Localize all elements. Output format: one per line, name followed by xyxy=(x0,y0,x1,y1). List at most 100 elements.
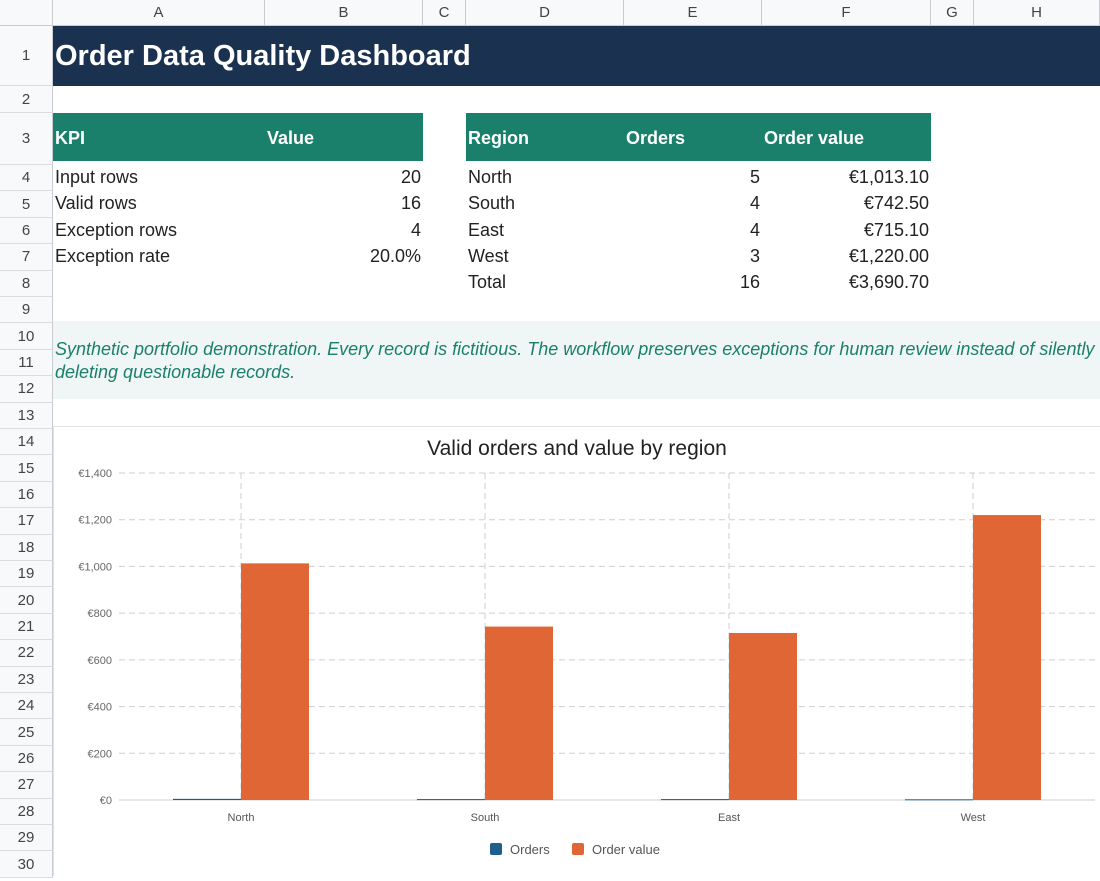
row-header-21[interactable]: 21 xyxy=(0,613,53,641)
y-tick-label: €0 xyxy=(100,795,112,807)
x-tick-label: South xyxy=(471,812,500,824)
region-name[interactable]: East xyxy=(468,220,505,240)
column-header-c[interactable]: C xyxy=(423,0,466,26)
row-header-27[interactable]: 27 xyxy=(0,772,53,799)
column-header-d[interactable]: D xyxy=(466,0,624,26)
chart-canvas: Valid orders and value by region €0 €200 €4… xyxy=(78,437,1095,857)
region-orders[interactable]: 4 xyxy=(749,193,760,213)
kpi-label[interactable]: Exception rows xyxy=(55,220,178,240)
column-header-a[interactable]: A xyxy=(53,0,265,26)
kpi-label[interactable]: Input rows xyxy=(55,167,139,187)
row-header-13[interactable]: 13 xyxy=(0,402,53,429)
bar-order-value xyxy=(241,563,309,800)
y-tick-label: €1,000 xyxy=(78,561,112,573)
legend-swatch-orders xyxy=(490,843,502,855)
row-header-25[interactable]: 25 xyxy=(0,719,53,746)
x-tick-label: West xyxy=(961,812,986,824)
region-order-value[interactable]: €1,013.10 xyxy=(848,167,929,187)
column-header-h[interactable]: H xyxy=(974,0,1100,26)
legend-label-orders: Orders xyxy=(510,842,550,857)
kpi-header-value: Value xyxy=(267,128,315,148)
y-tick-label: €1,200 xyxy=(78,515,112,527)
region-order-value[interactable]: €715.10 xyxy=(863,220,929,240)
row-header-15[interactable]: 15 xyxy=(0,455,53,482)
row-header-5[interactable]: 5 xyxy=(0,191,53,218)
kpi-value[interactable]: 16 xyxy=(400,193,421,213)
region-order-value[interactable]: €1,220.00 xyxy=(848,246,929,266)
row-header-8[interactable]: 8 xyxy=(0,270,53,297)
region-table-header: Region Orders Order value xyxy=(466,113,931,161)
y-tick-label: €600 xyxy=(88,655,112,667)
row-header-12[interactable]: 12 xyxy=(0,376,53,403)
legend-label-order-value: Order value xyxy=(592,842,660,857)
column-header-g[interactable]: G xyxy=(931,0,974,26)
row-header-20[interactable]: 20 xyxy=(0,587,53,614)
dashboard-title: Order Data Quality Dashboard xyxy=(55,40,471,72)
row-header-1[interactable]: 1 xyxy=(0,26,53,86)
kpi-label[interactable]: Exception rate xyxy=(55,246,171,266)
region-header-region: Region xyxy=(468,128,529,148)
row-header-29[interactable]: 29 xyxy=(0,825,53,852)
region-order-value[interactable]: €742.50 xyxy=(863,193,929,213)
row-header-3[interactable]: 3 xyxy=(0,113,53,165)
bar-orders xyxy=(173,798,241,800)
kpi-value[interactable]: 20 xyxy=(400,167,421,187)
row-header-17[interactable]: 17 xyxy=(0,508,53,535)
region-name[interactable]: North xyxy=(468,167,513,187)
legend-swatch-order-value xyxy=(572,843,584,855)
column-header-b[interactable]: B xyxy=(265,0,423,26)
kpi-header-label: KPI xyxy=(55,128,86,148)
bar-order-value xyxy=(485,626,553,800)
y-tick-label: €400 xyxy=(88,702,112,714)
region-orders[interactable]: 5 xyxy=(749,167,760,187)
row-header-30[interactable]: 30 xyxy=(0,851,53,878)
bar-chart[interactable]: Valid orders and value by region €0 €200 €4… xyxy=(53,426,1100,876)
x-tick-label: North xyxy=(228,812,255,824)
region-header-orders: Orders xyxy=(626,128,686,148)
row-header-18[interactable]: 18 xyxy=(0,534,53,561)
row-header-14[interactable]: 14 xyxy=(0,429,53,456)
region-total-label[interactable]: Total xyxy=(468,272,507,292)
bar-order-value xyxy=(973,515,1041,800)
bar-orders xyxy=(905,799,973,801)
row-header-19[interactable]: 19 xyxy=(0,561,53,588)
x-tick-label: East xyxy=(718,812,740,824)
region-header-value: Order value xyxy=(764,128,865,148)
kpi-label[interactable]: Valid rows xyxy=(55,193,137,213)
chart-title: Valid orders and value by region xyxy=(427,437,727,460)
region-total-orders[interactable]: 16 xyxy=(739,272,760,292)
row-header-16[interactable]: 16 xyxy=(0,481,53,509)
y-tick-label: €200 xyxy=(88,748,112,760)
region-total-value[interactable]: €3,690.70 xyxy=(848,272,929,292)
region-name[interactable]: South xyxy=(468,193,516,213)
row-header-2[interactable]: 2 xyxy=(0,86,53,113)
kpi-value[interactable]: 20.0% xyxy=(369,246,421,266)
kpi-table-header: KPI Value xyxy=(53,113,423,161)
bar-order-value xyxy=(729,632,797,800)
column-header-f[interactable]: F xyxy=(762,0,931,26)
select-all-corner[interactable] xyxy=(0,0,53,26)
row-header-26[interactable]: 26 xyxy=(0,745,53,773)
row-header-10[interactable]: 10 xyxy=(0,323,53,350)
title-banner: Order Data Quality Dashboard xyxy=(53,26,1100,86)
kpi-value[interactable]: 4 xyxy=(410,220,421,240)
disclaimer-note: Synthetic portfolio demonstration. Every… xyxy=(53,321,1100,399)
row-header-24[interactable]: 24 xyxy=(0,693,53,720)
row-header-11[interactable]: 11 xyxy=(0,349,53,377)
row-header-28[interactable]: 28 xyxy=(0,798,53,825)
region-orders[interactable]: 3 xyxy=(749,246,760,266)
y-tick-label: €800 xyxy=(88,608,112,620)
row-header-6[interactable]: 6 xyxy=(0,217,53,245)
row-header-23[interactable]: 23 xyxy=(0,666,53,693)
column-header-e[interactable]: E xyxy=(624,0,762,26)
bar-orders xyxy=(661,799,729,801)
disclaimer-text: Synthetic portfolio demonstration. Every… xyxy=(55,339,1095,382)
row-header-4[interactable]: 4 xyxy=(0,165,53,192)
row-header-22[interactable]: 22 xyxy=(0,640,53,667)
region-orders[interactable]: 4 xyxy=(749,220,760,240)
bar-orders xyxy=(417,799,485,801)
row-header-9[interactable]: 9 xyxy=(0,297,53,324)
row-header-7[interactable]: 7 xyxy=(0,244,53,271)
region-name[interactable]: West xyxy=(468,246,509,266)
